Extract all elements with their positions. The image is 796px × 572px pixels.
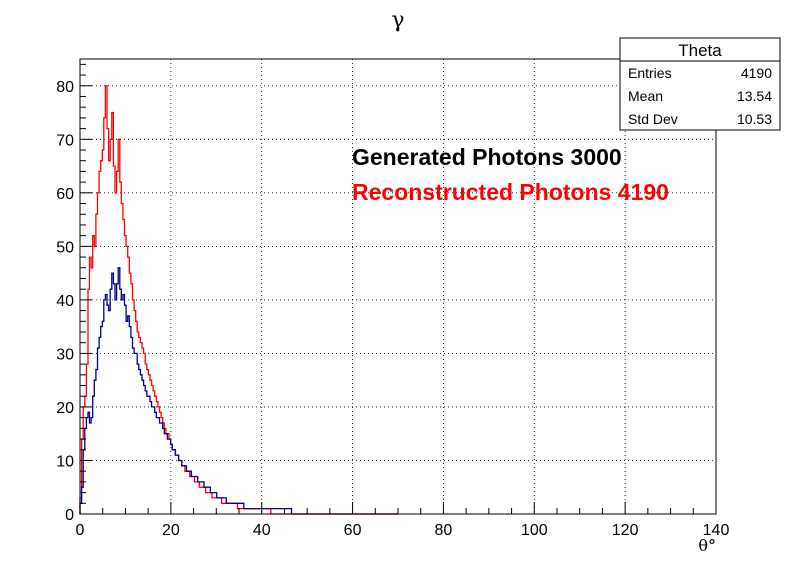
stats-box-title: Theta: [678, 41, 722, 60]
y-tick-label: 30: [56, 346, 74, 363]
y-tick-label: 50: [56, 239, 74, 256]
stats-entries-label: Entries: [628, 65, 672, 81]
x-tick-label: 140: [703, 522, 730, 539]
x-tick-label: 20: [162, 522, 180, 539]
x-tick-label: 40: [253, 522, 271, 539]
y-tick-label: 80: [56, 79, 74, 96]
y-tick-label: 0: [65, 507, 74, 524]
stats-mean-value: 13.54: [737, 88, 772, 104]
y-tick-label: 10: [56, 453, 74, 470]
y-tick-label: 40: [56, 293, 74, 310]
stats-stddev-value: 10.53: [737, 111, 772, 127]
y-tick-label: 60: [56, 186, 74, 203]
x-tick-label: 80: [435, 522, 453, 539]
x-tick-label: 60: [344, 522, 362, 539]
x-axis-label: θ°: [698, 536, 716, 555]
axes: 0 20 40 60 80 100 120 140 0 10 20 30 40 50 60 70 80: [56, 63, 730, 539]
legend-reconstructed-photons: Reconstructed Photons 4190: [352, 179, 669, 205]
x-tick-label: 0: [76, 522, 85, 539]
stats-mean-label: Mean: [628, 88, 663, 104]
legend-generated-photons: Generated Photons 3000: [352, 144, 622, 170]
stats-box: Theta Entries 4190 Mean 13.54 Std Dev 10…: [619, 37, 781, 131]
stats-box-frame: [619, 37, 781, 131]
y-tick-label: 20: [56, 400, 74, 417]
y-tick-label: 70: [56, 132, 74, 149]
chart-title: γ: [391, 8, 404, 33]
stats-entries-value: 4190: [741, 65, 772, 81]
x-tick-label: 120: [612, 522, 639, 539]
stats-stddev-label: Std Dev: [628, 111, 678, 127]
x-tick-label: 100: [521, 522, 548, 539]
